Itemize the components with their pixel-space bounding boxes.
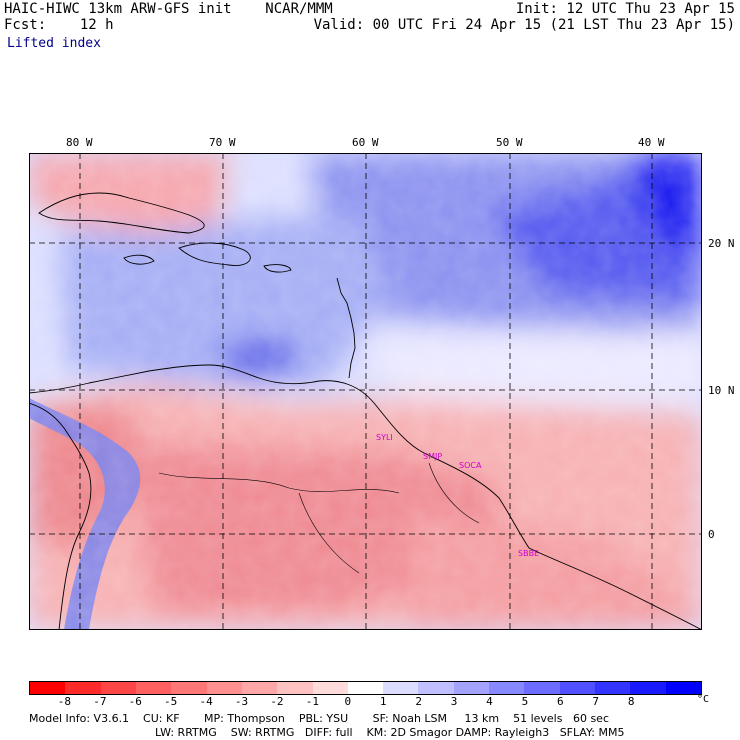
- cuba-coast: [38, 192, 205, 234]
- colorbar-swatch: [206, 682, 242, 694]
- colorbar-tick-label: -2: [270, 695, 284, 708]
- border-lines: [158, 462, 480, 574]
- colorbar-tick-label: -7: [93, 695, 107, 708]
- colorbar-swatch: [241, 682, 278, 694]
- forecast-label: Fcst: 12 h: [4, 18, 114, 33]
- valid-time: Valid: 00 UTC Fri 24 Apr 15 (21 LST Thu …: [313, 17, 735, 33]
- colorbar-tick-label: -3: [234, 695, 249, 708]
- station-soca: SOCA: [459, 461, 482, 470]
- colorbar-tick-label: -1: [305, 695, 319, 708]
- colorbar-swatch: [30, 682, 66, 694]
- station-syli: SYLI: [376, 433, 393, 442]
- puerto-rico-coast: [263, 264, 292, 273]
- colorbar-tick-label: -4: [199, 695, 213, 708]
- lat-label-20n: 20 N: [708, 237, 735, 250]
- colorbar-swatch: [65, 682, 101, 694]
- graticule: [29, 153, 702, 630]
- colorbar-swatch: [489, 682, 525, 694]
- central-america-coast: [29, 402, 92, 630]
- lat-label-10n: 10 N: [708, 384, 735, 397]
- colorbar-tick-label: 3: [450, 695, 458, 708]
- lon-label-80w: 80 W: [66, 136, 93, 149]
- header-title: HAIC-HIWC 13km ARW-GFS init NCAR/MMM: [4, 1, 333, 17]
- colorbar-swatch: [559, 682, 595, 694]
- colorbar-swatch: [383, 682, 419, 694]
- colorbar-swatch: [100, 682, 136, 694]
- colorbar-tick-label: 7: [592, 695, 600, 708]
- map-border: [29, 153, 702, 630]
- colorbar-swatch: [665, 682, 701, 694]
- colorbar: [29, 681, 702, 695]
- forecast-hour: 12 h: [79, 17, 114, 33]
- south-america-coast: [29, 364, 702, 630]
- lat-label-0: 0: [708, 528, 715, 541]
- colorbar-swatch: [453, 682, 490, 694]
- colorbar-unit: °C: [697, 694, 710, 705]
- colorbar-tick-label: 4: [486, 695, 493, 708]
- colorbar-swatch: [277, 682, 313, 694]
- lon-label-40w: 40 W: [638, 136, 665, 149]
- colorbar-swatch: [135, 682, 172, 694]
- field-name: Lifted index: [7, 36, 101, 51]
- lesser-antilles-coast: [336, 277, 356, 379]
- lifted-index-map[interactable]: SYLI SMJP SOCA SBBE: [29, 153, 702, 630]
- colorbar-tick-label: 0: [344, 695, 352, 708]
- colorbar-tick-label: 1: [379, 695, 387, 708]
- lon-label-60w: 60 W: [352, 136, 379, 149]
- lon-label-50w: 50 W: [496, 136, 523, 149]
- colorbar-tick-label: -6: [128, 695, 142, 708]
- station-smjp: SMJP: [423, 452, 443, 461]
- colorbar-swatch: [630, 682, 666, 694]
- model-info-line-2: LW: RRTMG SW: RRTMG DIFF: full KM: 2D Sm…: [155, 726, 625, 739]
- colorbar-swatch: [171, 682, 207, 694]
- colorbar-swatch: [347, 682, 384, 694]
- colorbar-swatch: [524, 682, 560, 694]
- init-time: Init: 12 UTC Thu 23 Apr 15: [515, 1, 735, 17]
- colorbar-tick-label: 8: [627, 695, 635, 708]
- forecast-label-text: Fcst:: [4, 17, 47, 33]
- field-texture: [29, 153, 702, 630]
- model-info-line-1: Model Info: V3.6.1 CU: KF MP: Thompson P…: [29, 712, 609, 725]
- colorbar-tick-label: 5: [521, 695, 529, 708]
- colorbar-tick-label: -5: [164, 695, 178, 708]
- station-sbbe: SBBE: [518, 549, 540, 558]
- colorbar-tick-label: -8: [57, 695, 72, 708]
- lon-label-70w: 70 W: [209, 136, 236, 149]
- colorbar-tick-label: 6: [557, 695, 564, 708]
- colorbar-swatch: [418, 682, 454, 694]
- colorbar-tick-label: 2: [415, 695, 422, 708]
- colorbar-swatch: [312, 682, 348, 694]
- jamaica-coast: [123, 254, 155, 265]
- colorbar-swatch: [595, 682, 631, 694]
